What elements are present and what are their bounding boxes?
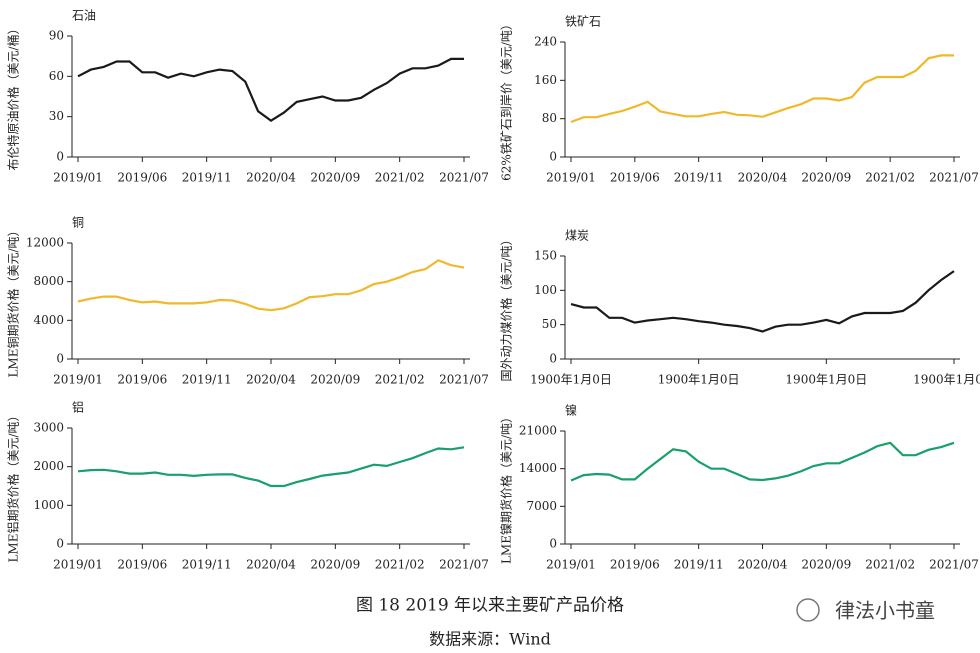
y-tick-label: 90 xyxy=(49,29,64,43)
y-tick-label: 0 xyxy=(549,150,557,164)
chart-title: 煤炭 xyxy=(565,229,589,243)
chart-title: 铜 xyxy=(72,215,84,230)
x-tick-label: 2020/04 xyxy=(246,171,296,185)
y-axis-label: 国外动力煤价格（美元/吨） xyxy=(499,233,514,381)
x-tick-label: 2019/11 xyxy=(674,558,724,572)
x-tick-label: 1900年1月0日 xyxy=(658,373,740,387)
chart-title: 镍 xyxy=(565,404,577,418)
y-tick-label: 30 xyxy=(49,109,64,123)
x-tick-label: 2021/07 xyxy=(439,558,489,572)
x-tick-label: 2019/11 xyxy=(182,373,232,387)
y-tick-label: 150 xyxy=(534,249,557,263)
source: 数据来源：Wind xyxy=(429,630,551,649)
chart-title: 石油 xyxy=(72,9,96,23)
x-tick-label: 2021/07 xyxy=(929,558,979,572)
x-tick-label: 2021/02 xyxy=(375,558,425,572)
x-tick-label: 2021/07 xyxy=(439,373,489,387)
x-tick-label: 2019/01 xyxy=(546,558,596,572)
x-tick-label: 2019/01 xyxy=(53,373,103,387)
x-tick-label: 2020/04 xyxy=(246,558,296,572)
x-tick-label: 2021/02 xyxy=(865,558,915,572)
line xyxy=(77,446,465,488)
x-tick-label: 2019/06 xyxy=(117,558,167,572)
x-tick-label: 2020/04 xyxy=(246,373,296,387)
y-tick-label: 80 xyxy=(542,111,557,125)
x-tick-label: 2020/09 xyxy=(310,373,360,387)
x-tick-label: 2021/02 xyxy=(375,373,425,387)
y-tick-label: 0 xyxy=(56,150,64,164)
x-tick-label: 2021/07 xyxy=(439,171,489,185)
x-tick-label: 2021/02 xyxy=(865,171,915,185)
x-tick-label: 2019/11 xyxy=(674,171,724,185)
x-tick-label: 2020/09 xyxy=(801,558,851,572)
y-tick-label: 12000 xyxy=(26,236,64,250)
line xyxy=(77,57,464,123)
line xyxy=(570,441,955,482)
y-tick-label: 3000 xyxy=(33,421,64,435)
x-tick-label: 2019/06 xyxy=(117,171,167,185)
x-tick-label: 2019/01 xyxy=(53,558,103,572)
y-tick-label: 0 xyxy=(549,352,557,366)
x-tick-label: 2020/04 xyxy=(738,171,788,185)
y-axis-label: LME镍期货价格（美元/吨） xyxy=(499,411,514,564)
watermark: 律法小书童 xyxy=(835,599,935,623)
y-tick-label: 100 xyxy=(534,283,557,297)
x-tick-label: 2020/04 xyxy=(738,558,788,572)
x-tick-label: 2019/11 xyxy=(182,171,232,185)
y-tick-label: 0 xyxy=(549,537,557,551)
x-tick-label: 2019/01 xyxy=(546,171,596,185)
y-tick-label: 160 xyxy=(534,73,557,87)
x-tick-label: 2019/06 xyxy=(117,373,167,387)
y-tick-label: 14000 xyxy=(519,461,557,475)
y-axis-label: LME铝期货价格（美元/吨） xyxy=(6,409,21,562)
x-tick-label: 2021/07 xyxy=(929,171,979,185)
x-tick-label: 1900年1月0日 xyxy=(530,373,612,387)
x-tick-label: 1900年1月0日 xyxy=(913,373,980,387)
x-tick-label: 2019/06 xyxy=(610,171,660,185)
y-tick-label: 0 xyxy=(56,537,64,551)
y-tick-label: 50 xyxy=(542,317,557,331)
y-axis-label: LME铜期货价格（美元/吨） xyxy=(6,224,21,377)
chart-title: 铝 xyxy=(72,400,84,415)
caption: 图 18 2019 年以来主要矿产品价格 xyxy=(356,596,624,616)
chart-title: 铁矿石 xyxy=(565,15,601,29)
line xyxy=(570,270,955,333)
watermark-icon xyxy=(796,598,820,622)
y-tick-label: 1000 xyxy=(33,498,64,512)
line xyxy=(570,54,954,124)
y-tick-label: 60 xyxy=(49,69,64,83)
x-tick-label: 2019/06 xyxy=(610,558,660,572)
y-axis-label: 62%铁矿石到岸价（美元/吨） xyxy=(500,18,514,181)
x-tick-label: 2020/09 xyxy=(310,558,360,572)
x-tick-label: 2019/11 xyxy=(182,558,232,572)
y-axis-label: 布伦特原油价格（美元/桶） xyxy=(6,22,21,170)
y-tick-label: 0 xyxy=(56,352,64,366)
x-tick-label: 1900年1月0日 xyxy=(785,373,867,387)
x-tick-label: 2020/09 xyxy=(801,171,851,185)
x-tick-label: 2021/02 xyxy=(375,171,425,185)
x-tick-label: 2019/01 xyxy=(53,171,103,185)
x-tick-label: 2020/09 xyxy=(310,171,360,185)
y-tick-label: 240 xyxy=(534,35,557,49)
y-tick-label: 7000 xyxy=(526,499,557,513)
y-tick-label: 8000 xyxy=(33,274,64,288)
y-tick-label: 2000 xyxy=(33,459,64,473)
line xyxy=(77,259,465,312)
y-tick-label: 21000 xyxy=(519,424,557,438)
y-tick-label: 4000 xyxy=(33,313,64,327)
